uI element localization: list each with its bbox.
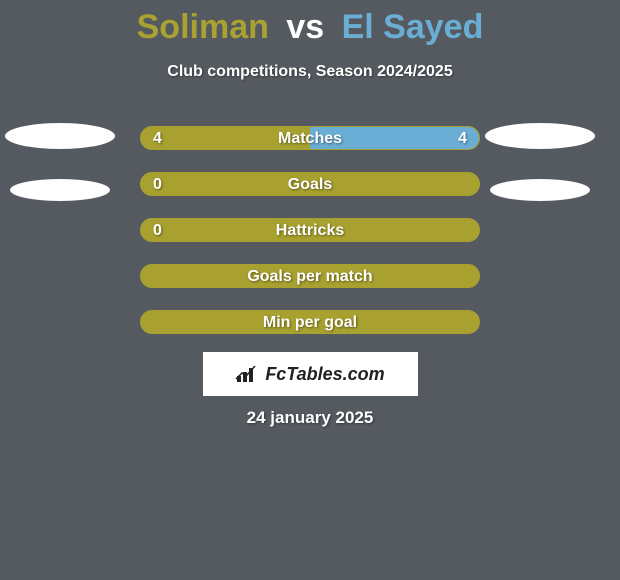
stat-value-left: 0 — [153, 222, 162, 240]
fctables-logo: FcTables.com — [203, 352, 418, 396]
stat-bar: Hattricks 0 — [140, 218, 480, 242]
bar-chart-icon — [235, 364, 259, 384]
logo-text: FcTables.com — [265, 364, 384, 385]
stat-label: Min per goal — [263, 314, 357, 332]
stat-label: Hattricks — [276, 222, 344, 240]
stat-value-right: 4 — [458, 130, 467, 148]
stat-value-left: 0 — [153, 176, 162, 194]
right-team-ellipse-1 — [485, 123, 595, 149]
stat-label: Goals per match — [247, 268, 372, 286]
left-team-ellipse-1 — [5, 123, 115, 149]
player1-name: Soliman — [137, 8, 269, 46]
stat-bar: Goals 0 — [140, 172, 480, 196]
stat-bar: Goals per match — [140, 264, 480, 288]
player2-name: El Sayed — [342, 8, 484, 46]
comparison-infographic: Soliman vs El Sayed Club competitions, S… — [0, 0, 620, 580]
stat-bar: Matches 4 4 — [140, 126, 480, 150]
stat-label: Goals — [288, 176, 332, 194]
date-caption: 24 january 2025 — [0, 408, 620, 428]
right-team-ellipse-2 — [490, 179, 590, 201]
vs-separator: vs — [286, 8, 324, 46]
subtitle: Club competitions, Season 2024/2025 — [0, 63, 620, 81]
stat-bar: Min per goal — [140, 310, 480, 334]
stat-value-left: 4 — [153, 130, 162, 148]
left-team-ellipse-2 — [10, 179, 110, 201]
title-row: Soliman vs El Sayed — [0, 8, 620, 47]
stat-label: Matches — [278, 130, 342, 148]
